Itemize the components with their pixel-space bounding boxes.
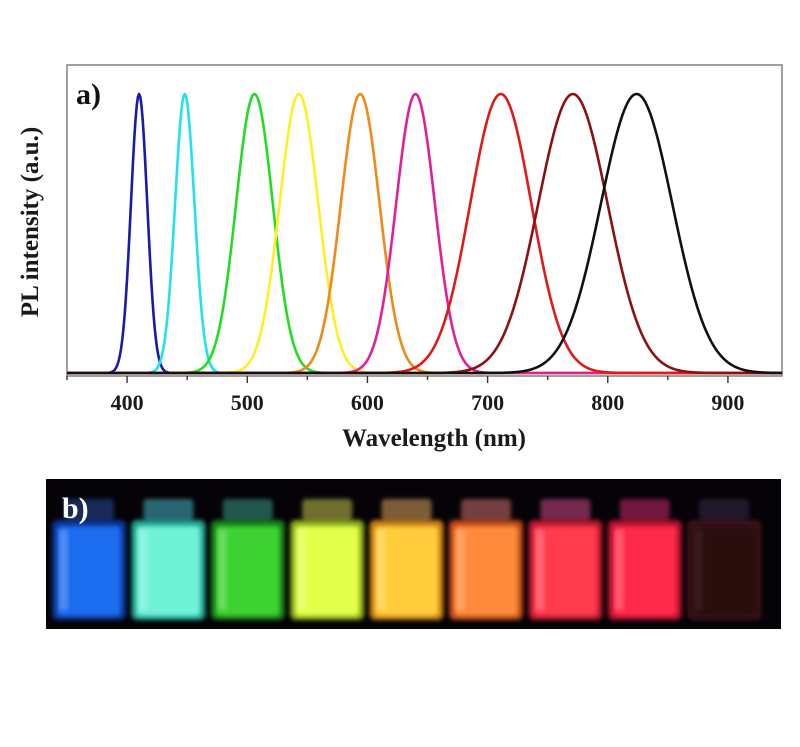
vial-5 bbox=[369, 499, 444, 620]
vial-highlight bbox=[138, 530, 148, 610]
vial-solution bbox=[57, 526, 121, 616]
spectra-curves bbox=[66, 92, 783, 375]
vial-3 bbox=[210, 499, 285, 620]
x-axis-label: Wavelength (nm) bbox=[342, 425, 526, 452]
vial-solution bbox=[215, 526, 280, 616]
vial-solution bbox=[612, 526, 677, 616]
vial-highlight bbox=[59, 530, 68, 610]
vial-cap bbox=[699, 499, 750, 521]
vial-solution bbox=[295, 526, 360, 616]
vial-cap bbox=[540, 499, 591, 521]
vial-solution bbox=[692, 526, 757, 616]
spectrum-curve-824 bbox=[66, 92, 783, 375]
vial-7 bbox=[528, 499, 603, 620]
vial-highlight bbox=[614, 530, 624, 610]
vial-6 bbox=[449, 499, 523, 620]
vial-1 bbox=[52, 499, 126, 620]
vial-cap bbox=[302, 499, 353, 521]
vial-solution bbox=[533, 526, 598, 616]
vial-highlight bbox=[694, 530, 704, 610]
vial-9 bbox=[687, 499, 762, 620]
vial-highlight bbox=[456, 530, 465, 610]
vial-cap bbox=[64, 499, 114, 521]
vial-2 bbox=[131, 499, 206, 620]
vial-cap bbox=[143, 499, 194, 521]
panel-a-label: a) bbox=[76, 78, 101, 111]
vial-8 bbox=[607, 499, 682, 620]
panel-b-label: b) bbox=[62, 492, 89, 525]
vial-solution bbox=[454, 526, 518, 616]
vial-row bbox=[52, 499, 762, 620]
vial-cap bbox=[619, 499, 670, 521]
x-tick-label: 400 bbox=[111, 390, 144, 415]
vial-cap bbox=[222, 499, 273, 521]
vial-highlight bbox=[376, 530, 386, 610]
vial-cap bbox=[381, 499, 432, 521]
x-tick-label: 900 bbox=[711, 390, 744, 415]
y-axis-label: PL intensity (a.u.) bbox=[17, 127, 44, 317]
vial-highlight bbox=[217, 530, 227, 610]
vial-solution bbox=[136, 526, 201, 616]
vial-solution bbox=[374, 526, 439, 616]
vial-cap bbox=[461, 499, 511, 521]
vial-4 bbox=[290, 499, 365, 620]
x-tick-label: 700 bbox=[471, 390, 504, 415]
vial-highlight bbox=[535, 530, 545, 610]
x-tick-label: 600 bbox=[351, 390, 384, 415]
vial-highlight bbox=[297, 530, 307, 610]
x-tick-label: 500 bbox=[231, 390, 264, 415]
x-tick-label: 800 bbox=[591, 390, 624, 415]
x-axis-ticks: 400 500 600 700 800 900 bbox=[66, 376, 744, 415]
